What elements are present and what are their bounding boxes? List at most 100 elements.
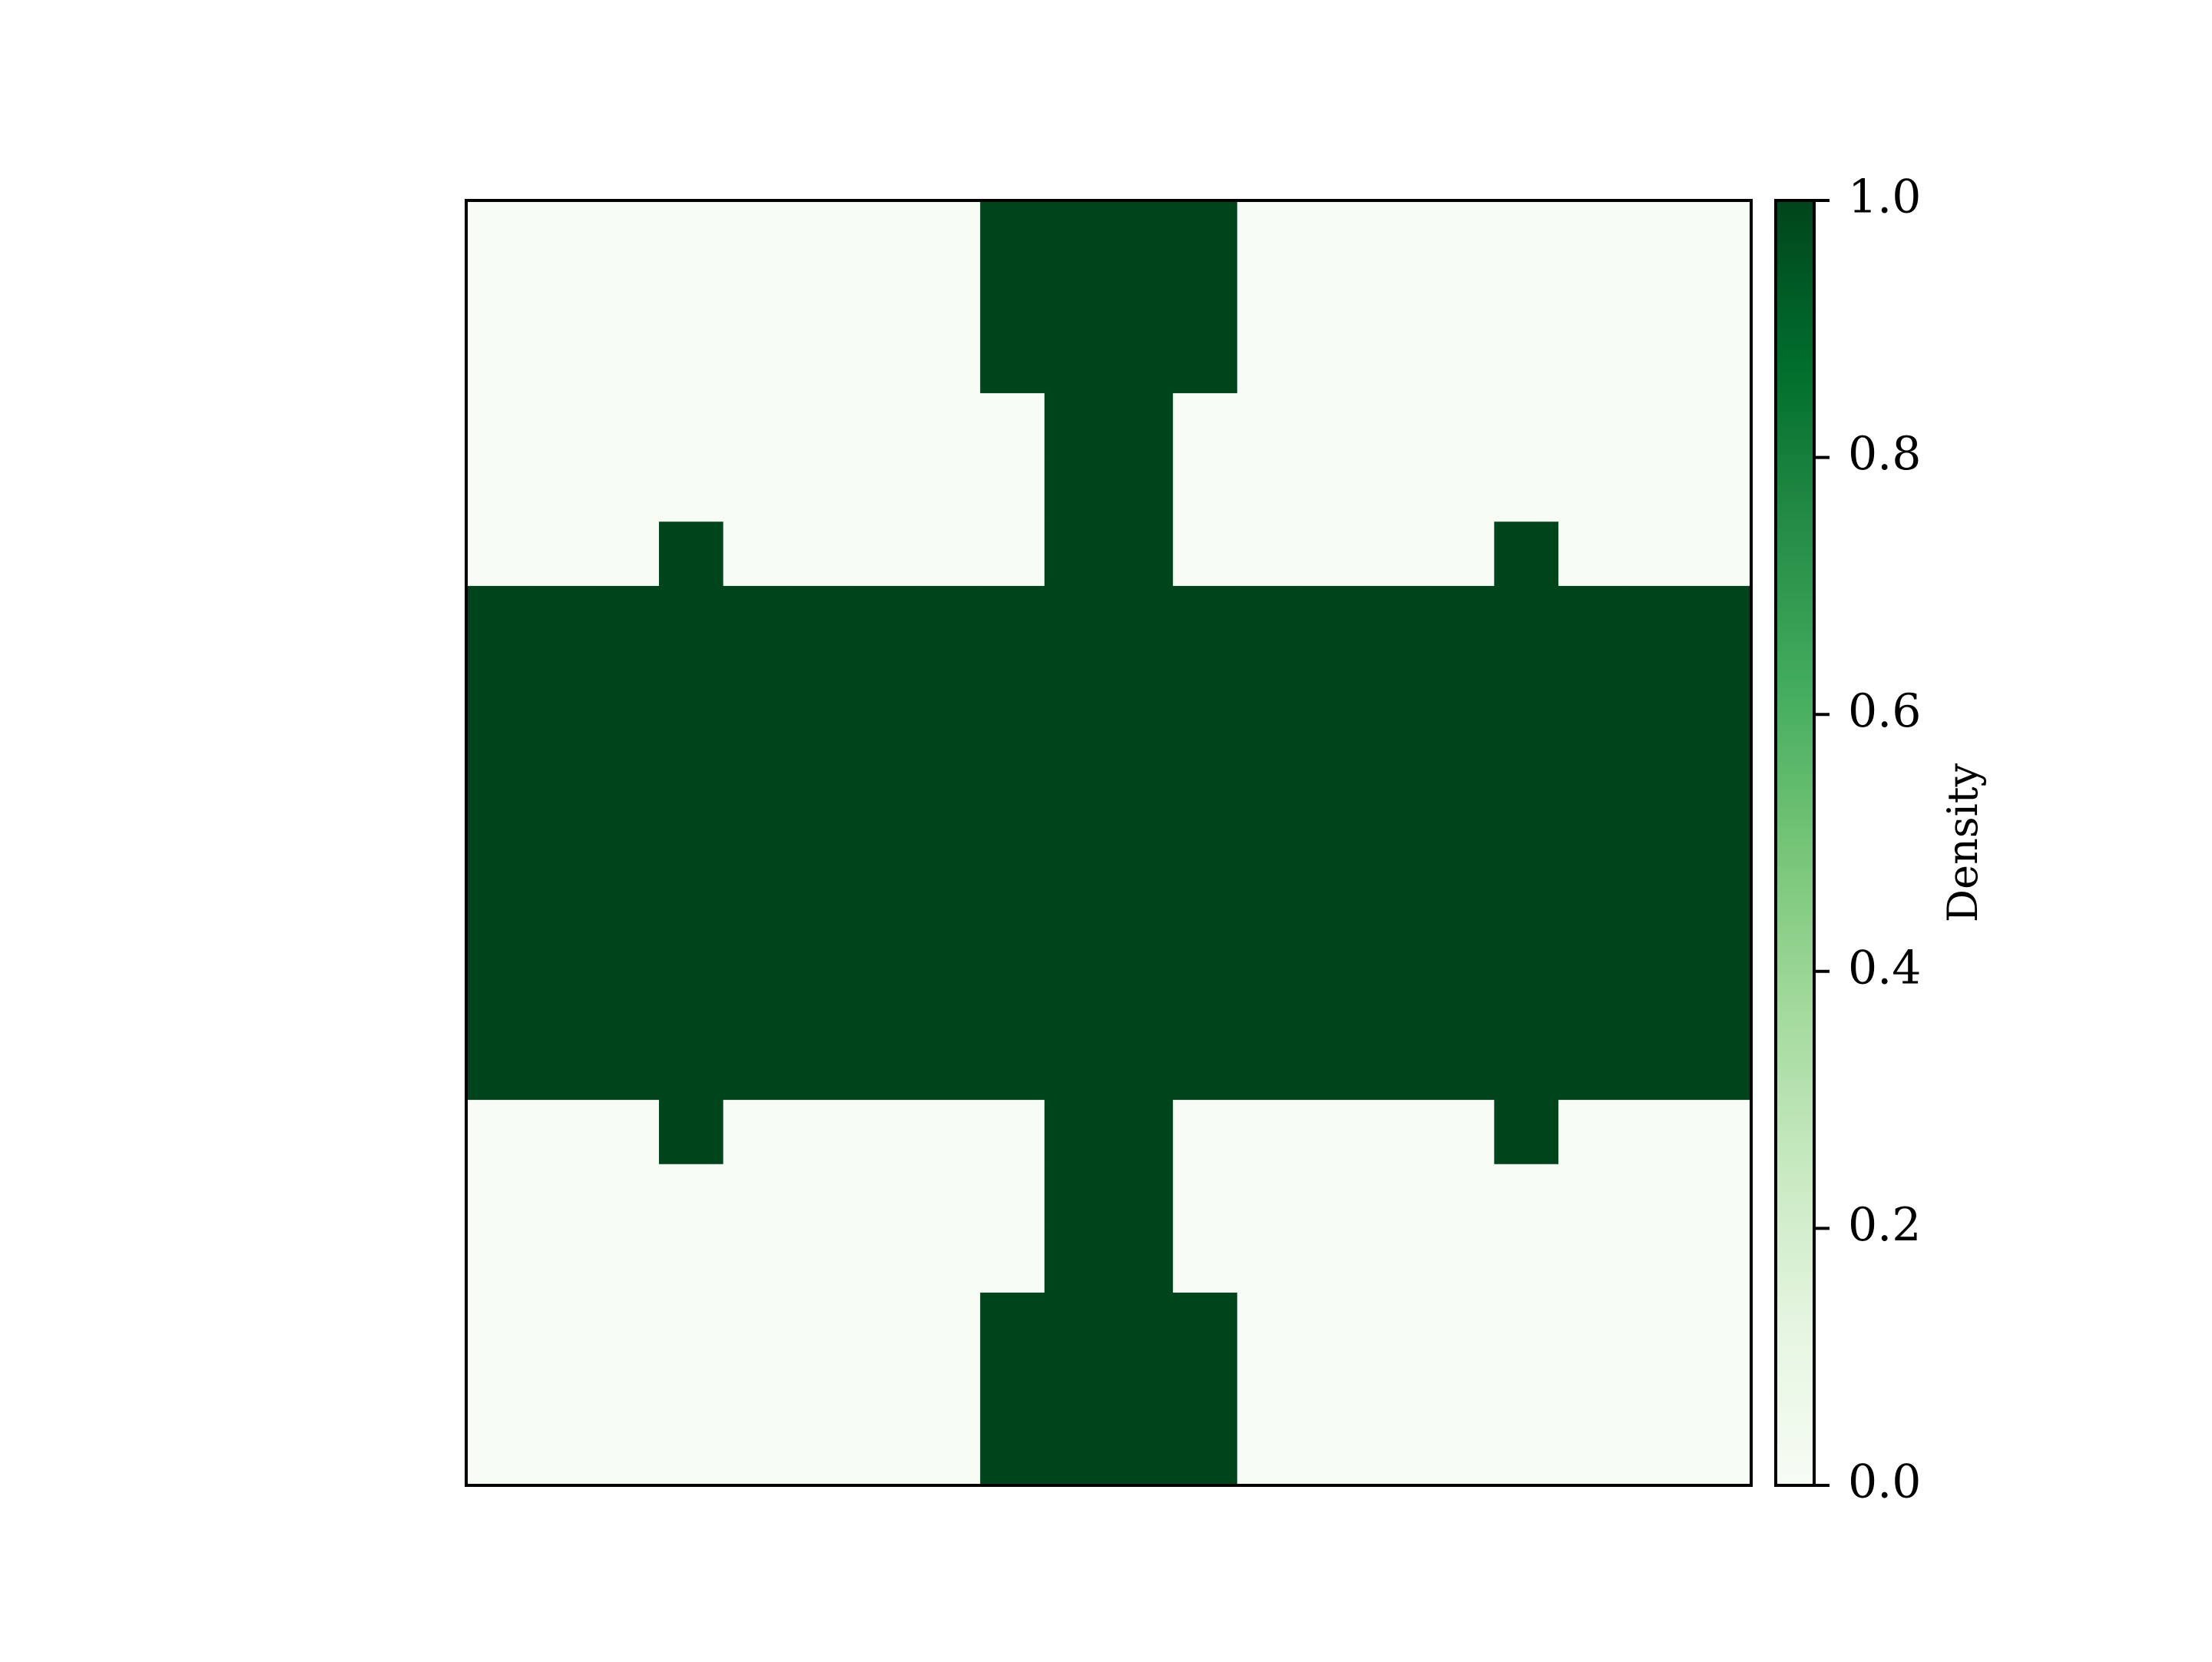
heatmap-cell xyxy=(1301,650,1366,715)
heatmap-cell xyxy=(1173,329,1238,394)
heatmap-cell xyxy=(980,650,1045,715)
heatmap-cell xyxy=(466,714,531,780)
heatmap-cell xyxy=(466,1421,531,1486)
heatmap-cell xyxy=(851,1228,917,1293)
heatmap-cell xyxy=(1687,1293,1752,1358)
heatmap-cell xyxy=(1429,650,1495,715)
heatmap-cell xyxy=(594,714,660,780)
heatmap-cell xyxy=(594,1356,660,1422)
heatmap-cell xyxy=(980,457,1045,522)
heatmap-cell xyxy=(1044,521,1110,587)
heatmap-cell xyxy=(980,521,1045,587)
heatmap-cell xyxy=(1429,714,1495,780)
heatmap-cell xyxy=(466,1035,531,1101)
heatmap-cell xyxy=(1494,329,1559,394)
heatmap-cell xyxy=(1494,457,1559,522)
heatmap-cell xyxy=(1494,392,1559,459)
heatmap-cell xyxy=(1558,907,1624,972)
heatmap-cell xyxy=(1366,329,1431,394)
heatmap-cell xyxy=(723,714,788,780)
heatmap-cell xyxy=(1494,1100,1559,1165)
heatmap-cell xyxy=(851,1164,917,1229)
heatmap-cell xyxy=(1429,329,1495,394)
heatmap-cell xyxy=(1044,714,1110,780)
heatmap-cell xyxy=(1173,1421,1238,1486)
heatmap-cell xyxy=(466,907,531,972)
heatmap-cell xyxy=(787,585,853,651)
heatmap-cell xyxy=(530,650,595,715)
heatmap-cell xyxy=(1301,1293,1366,1358)
heatmap-cell xyxy=(1429,521,1495,587)
heatmap-cell xyxy=(1687,264,1752,329)
heatmap-cell xyxy=(1173,843,1238,908)
heatmap-cell xyxy=(1044,650,1110,715)
heatmap-cell xyxy=(1366,778,1431,844)
heatmap-cell xyxy=(1301,200,1366,266)
heatmap-cell xyxy=(1108,1421,1174,1486)
heatmap-cell xyxy=(1622,521,1687,587)
heatmap-cell xyxy=(1558,585,1624,651)
heatmap-cell xyxy=(980,714,1045,780)
heatmap-cell xyxy=(851,1293,917,1358)
heatmap-cell xyxy=(1622,1421,1687,1486)
heatmap-cell xyxy=(1494,778,1559,844)
heatmap-cell xyxy=(1237,392,1303,459)
heatmap-cell xyxy=(1301,521,1366,587)
heatmap-cell xyxy=(1687,1228,1752,1293)
heatmap-cell xyxy=(530,778,595,844)
heatmap-cell xyxy=(1044,200,1110,266)
colorbar-label: Density xyxy=(1939,763,1987,922)
heatmap-cell xyxy=(1687,1100,1752,1165)
heatmap-cell xyxy=(530,585,595,651)
heatmap-cell xyxy=(530,1228,595,1293)
heatmap-cell xyxy=(530,1293,595,1358)
heatmap-cell xyxy=(466,264,531,329)
heatmap-cell xyxy=(916,1100,981,1165)
heatmap-cell xyxy=(723,329,788,394)
heatmap-cell xyxy=(1237,1228,1303,1293)
heatmap-cell xyxy=(851,650,917,715)
heatmap-cell xyxy=(1173,1035,1238,1101)
heatmap-cell xyxy=(1366,1035,1431,1101)
heatmap-cell xyxy=(1429,1100,1495,1165)
heatmap-cell xyxy=(787,1228,853,1293)
heatmap-cell xyxy=(1558,1100,1624,1165)
heatmap-cell xyxy=(1301,971,1366,1037)
heatmap-cell xyxy=(1622,907,1687,972)
heatmap-cell xyxy=(1366,907,1431,972)
heatmap-cell xyxy=(980,392,1045,459)
heatmap-cell xyxy=(594,1035,660,1101)
heatmap-cell xyxy=(594,392,660,459)
heatmap-cell xyxy=(530,1100,595,1165)
heatmap-cell xyxy=(1301,1100,1366,1165)
heatmap-cell xyxy=(1237,1035,1303,1101)
heatmap-cell xyxy=(1429,1228,1495,1293)
heatmap-cell xyxy=(1687,971,1752,1037)
heatmap-cell xyxy=(1366,457,1431,522)
heatmap-cell xyxy=(1558,714,1624,780)
heatmap-cell xyxy=(916,392,981,459)
heatmap-cell xyxy=(594,329,660,394)
heatmap-cell xyxy=(466,392,531,459)
heatmap-cell xyxy=(1173,1100,1238,1165)
heatmap-cell xyxy=(1108,1356,1174,1422)
heatmap-cell xyxy=(851,329,917,394)
heatmap-cell xyxy=(466,650,531,715)
heatmap-cell xyxy=(787,329,853,394)
heatmap-cell xyxy=(1494,1035,1559,1101)
heatmap-cell xyxy=(1301,1035,1366,1101)
heatmap-cell xyxy=(1108,1035,1174,1101)
heatmap-cell xyxy=(723,457,788,522)
heatmap-cell xyxy=(1622,843,1687,908)
heatmap-cell xyxy=(1687,1035,1752,1101)
heatmap-cell xyxy=(851,521,917,587)
heatmap-cell xyxy=(1044,1421,1110,1486)
heatmap-cell xyxy=(1622,392,1687,459)
heatmap-cell xyxy=(1366,392,1431,459)
heatmap-cell xyxy=(1237,650,1303,715)
heatmap-cell xyxy=(787,907,853,972)
heatmap-cell xyxy=(1687,392,1752,459)
heatmap-cell xyxy=(1044,1228,1110,1293)
colorbar-tick-label: 0.0 xyxy=(1848,1455,1921,1509)
heatmap-cell xyxy=(1108,1293,1174,1358)
